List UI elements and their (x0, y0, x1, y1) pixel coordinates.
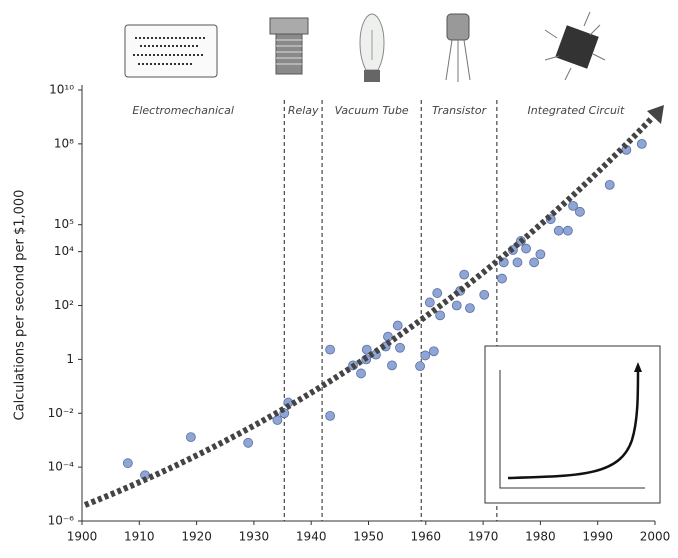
x-tick-label: 1970 (468, 530, 499, 544)
era-label: Integrated Circuit (528, 104, 625, 117)
data-point (465, 304, 474, 313)
x-tick-label: 1900 (67, 530, 98, 544)
data-point (425, 298, 434, 307)
y-tick-label: 10¹⁰ (49, 83, 74, 97)
data-point (513, 258, 522, 267)
x-tick-label: 1980 (525, 530, 556, 544)
data-point (429, 347, 438, 356)
data-point (396, 343, 405, 352)
icon-relay (270, 18, 308, 74)
y-tick-label: 10⁵ (54, 217, 74, 231)
data-point (244, 438, 253, 447)
data-point (480, 290, 489, 299)
era-label: Vacuum Tube (335, 104, 409, 117)
data-point (416, 362, 425, 371)
era-label: Transistor (432, 104, 488, 117)
y-tick-label: 10⁴ (54, 244, 74, 258)
x-tick-label: 1930 (239, 530, 270, 544)
data-point (530, 258, 539, 267)
x-tick-label: 1950 (353, 530, 384, 544)
x-tick-label: 1940 (296, 530, 327, 544)
chart: 10⁻⁶ 10⁻⁴ 10⁻² 1 10² 10⁴ 10⁵ 10⁸ 10¹⁰ 1900 1910 192… (0, 0, 678, 558)
data-point (421, 351, 430, 360)
era-label: Electromechanical (132, 104, 234, 117)
y-tick-label: 10⁻⁴ (48, 460, 75, 474)
data-point (436, 311, 445, 320)
data-point (123, 459, 132, 468)
data-point (637, 139, 646, 148)
x-tick-label: 1920 (181, 530, 212, 544)
inset-graph (485, 346, 660, 503)
data-point (326, 411, 335, 420)
x-tick-label: 1910 (124, 530, 155, 544)
data-point (536, 250, 545, 259)
y-axis-label: Calculations per second per $1,000 (13, 190, 28, 421)
data-point (387, 361, 396, 370)
icon-transistor (446, 14, 470, 82)
y-tick-label: 10² (54, 298, 74, 312)
era-label: Relay (288, 104, 319, 117)
x-tick-label: 1960 (411, 530, 442, 544)
data-point (452, 301, 461, 310)
y-tick-label: 10⁸ (54, 136, 74, 150)
data-point (460, 270, 469, 279)
icon-chip (545, 12, 605, 80)
data-point (393, 321, 402, 330)
x-tick-label: 2000 (640, 530, 671, 544)
data-point (605, 180, 614, 189)
data-point (326, 345, 335, 354)
data-point (563, 226, 572, 235)
data-point (273, 416, 282, 425)
data-point (554, 226, 563, 235)
data-point (498, 274, 507, 283)
data-point (186, 433, 195, 442)
y-tick-label: 10⁻² (48, 406, 75, 420)
data-point (433, 289, 442, 298)
y-tick-label: 1 (66, 352, 74, 366)
icon-vacuum-tube (360, 14, 384, 82)
y-tick-label: 10⁻⁶ (48, 514, 75, 528)
data-point (575, 207, 584, 216)
icon-punch-card (125, 25, 217, 77)
x-tick-label: 1990 (582, 530, 613, 544)
data-point (522, 244, 531, 253)
data-point (357, 369, 366, 378)
